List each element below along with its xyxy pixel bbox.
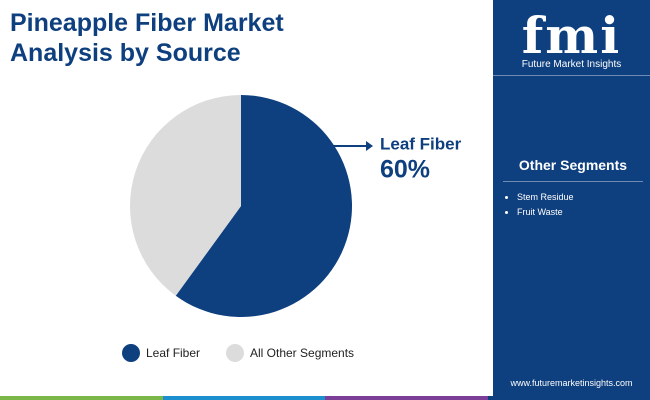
logo: fmi: [521, 6, 622, 65]
color-stripe: [0, 396, 650, 400]
legend-swatch: [226, 344, 244, 362]
callout-value: 60%: [380, 156, 430, 184]
website: www.futuremarketinsights.com: [510, 378, 633, 388]
chart: Leaf Fiber 60% Leaf Fiber All Other Segment…: [122, 95, 462, 362]
segments-heading: Other Segments: [503, 157, 643, 182]
legend-label: Leaf Fiber: [146, 346, 200, 360]
segment-item: Stem Residue: [517, 190, 574, 205]
legend-label: All Other Segments: [250, 346, 354, 360]
segments-list: Stem Residue Fruit Waste: [503, 190, 574, 220]
pie-slice: [130, 95, 241, 296]
segment-item: Fruit Waste: [517, 205, 574, 220]
callout-label: Leaf Fiber: [380, 134, 462, 153]
chart-title: Pineapple Fiber Market Analysis by Sourc…: [10, 9, 284, 67]
pie-slice: [175, 95, 352, 318]
divider: [493, 75, 650, 76]
sidebar: fmi Future Market Insights Other Segment…: [493, 0, 650, 400]
callout-arrowhead: [366, 141, 373, 151]
legend-swatch: [122, 344, 140, 362]
brand: Future Market Insights: [521, 59, 622, 70]
